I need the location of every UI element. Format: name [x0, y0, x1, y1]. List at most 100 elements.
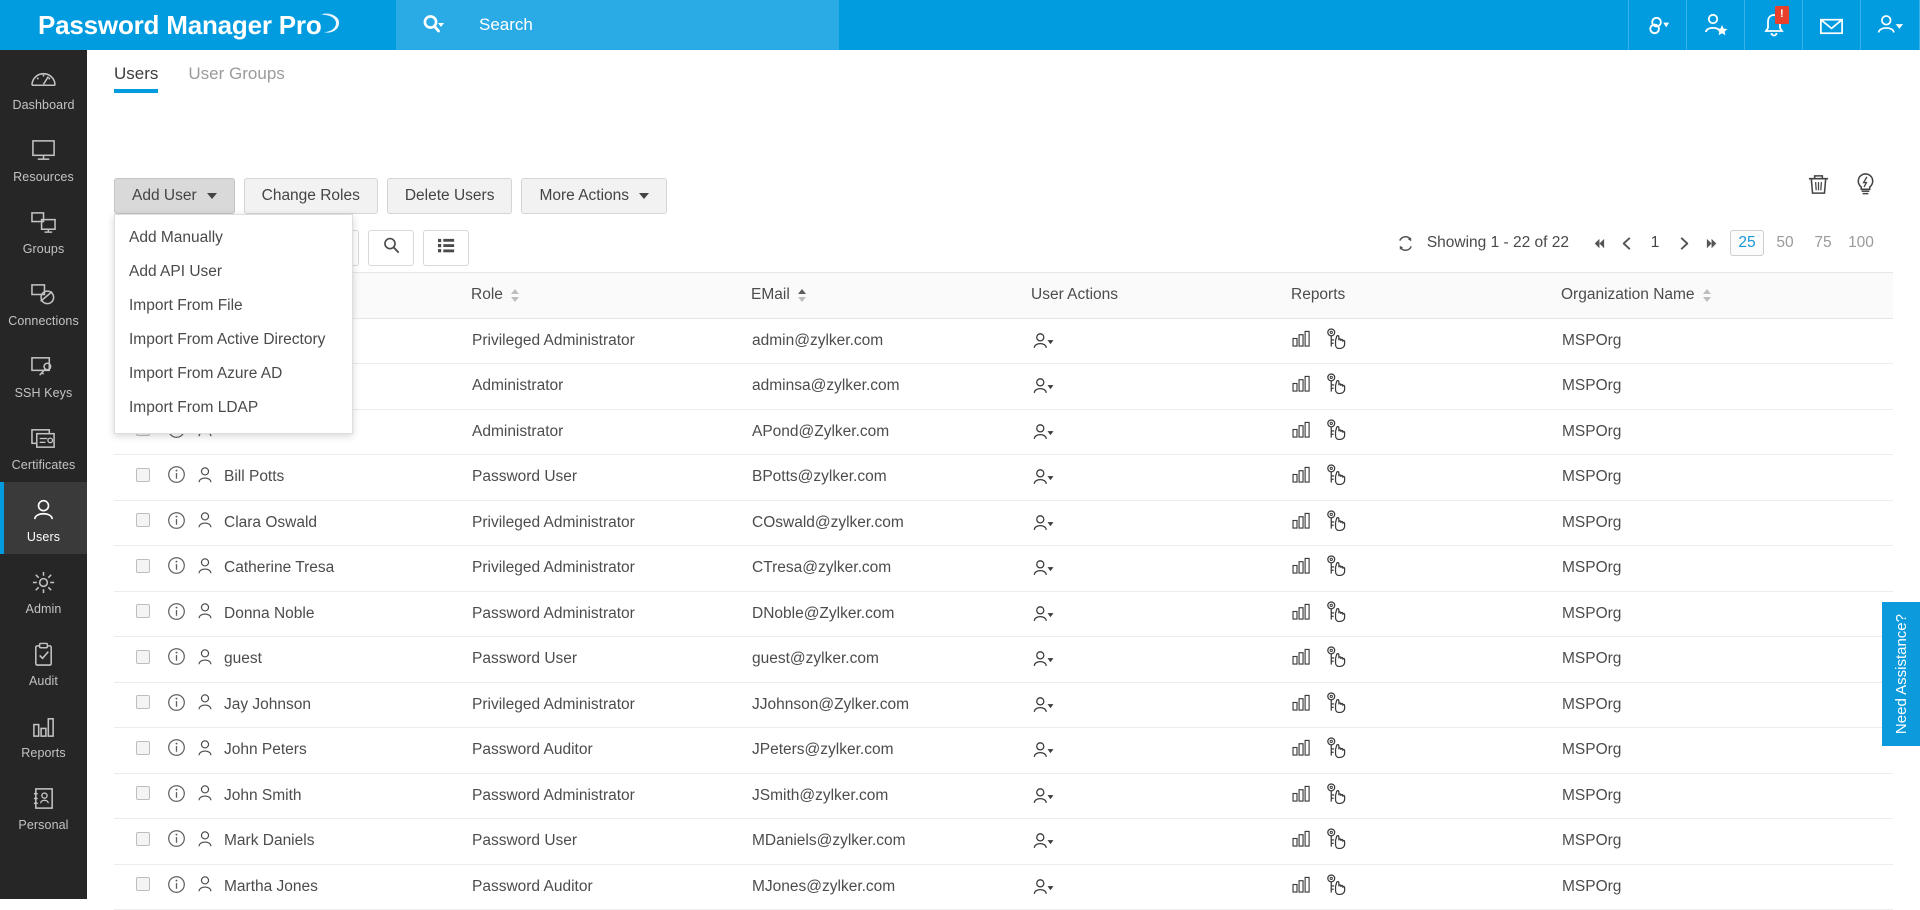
row-reports-cell[interactable]: [1291, 318, 1561, 364]
table-row[interactable]: John Smith Password Administrator JSmith@z…: [114, 773, 1893, 819]
row-user-actions-cell[interactable]: [1031, 318, 1291, 364]
table-row[interactable]: Bill Potts Password User BPotts@zylker.com…: [114, 454, 1893, 501]
report-barchart-icon[interactable]: [1292, 375, 1312, 397]
row-reports-cell[interactable]: [1291, 727, 1561, 774]
row-select-cell[interactable]: [114, 454, 166, 501]
page-size-50[interactable]: 50: [1776, 234, 1794, 251]
user-actions-dropdown-icon[interactable]: [1032, 786, 1290, 806]
info-icon[interactable]: [167, 556, 186, 580]
table-row[interactable]: Catherine Tresa Privileged Administrator C…: [114, 545, 1893, 592]
info-icon[interactable]: [167, 829, 186, 853]
app-logo[interactable]: Password Manager Pro: [0, 0, 396, 50]
password-access-key-icon[interactable]: [1324, 373, 1349, 399]
row-reports-cell[interactable]: [1291, 545, 1561, 592]
info-icon[interactable]: [167, 738, 186, 762]
row-select-cell[interactable]: [114, 727, 166, 774]
password-access-key-icon[interactable]: [1324, 328, 1349, 354]
prev-page-button[interactable]: [1612, 236, 1640, 251]
row-checkbox[interactable]: [136, 877, 150, 892]
row-select-cell[interactable]: [114, 545, 166, 592]
menu-item-add-manually[interactable]: Add Manually: [129, 229, 223, 246]
table-row[interactable]: Mark Daniels Password User MDaniels@zylker…: [114, 818, 1893, 865]
row-reports-cell[interactable]: [1291, 591, 1561, 637]
user-name[interactable]: Clara Oswald: [224, 513, 318, 531]
sidebar-item-personal[interactable]: Personal: [0, 770, 87, 842]
user-name[interactable]: Bill Potts: [224, 468, 285, 486]
user-actions-dropdown-icon[interactable]: [1032, 558, 1290, 578]
report-barchart-icon[interactable]: [1292, 648, 1312, 670]
row-checkbox[interactable]: [136, 786, 150, 801]
tab-users[interactable]: Users: [114, 64, 159, 93]
row-select-cell[interactable]: [114, 818, 166, 865]
th-role[interactable]: Role: [471, 273, 751, 319]
row-reports-cell[interactable]: [1291, 409, 1561, 455]
password-access-key-icon[interactable]: [1324, 419, 1349, 445]
sidebar-item-users[interactable]: Users: [0, 482, 87, 554]
delete-users-button[interactable]: Delete Users: [386, 178, 513, 214]
bell-icon[interactable]: !: [1744, 0, 1802, 50]
report-barchart-icon[interactable]: [1292, 785, 1312, 807]
first-page-button[interactable]: [1584, 236, 1612, 251]
row-checkbox[interactable]: [136, 558, 150, 573]
row-user-actions-cell[interactable]: [1031, 363, 1291, 410]
refresh-icon[interactable]: [1396, 234, 1415, 253]
table-row[interactable]: John Peters Password Auditor JPeters@zylke…: [114, 727, 1893, 774]
row-reports-cell[interactable]: [1291, 818, 1561, 865]
row-checkbox[interactable]: [136, 831, 150, 846]
report-barchart-icon[interactable]: [1292, 830, 1312, 852]
table-row[interactable]: Jay Johnson Privileged Administrator JJohn…: [114, 682, 1893, 728]
sidebar-item-ssh-keys[interactable]: SSH Keys: [0, 338, 87, 410]
row-checkbox[interactable]: [136, 649, 150, 664]
row-user-actions-cell[interactable]: [1031, 864, 1291, 910]
sidebar-item-admin[interactable]: Admin: [0, 554, 87, 626]
user-name[interactable]: Martha Jones: [224, 877, 318, 895]
row-checkbox[interactable]: [136, 740, 150, 755]
menu-item-import-from-azure-ad[interactable]: Import From Azure AD: [129, 365, 283, 382]
row-reports-cell[interactable]: [1291, 864, 1561, 910]
info-icon[interactable]: [167, 784, 186, 808]
user-actions-dropdown-icon[interactable]: [1032, 649, 1290, 669]
info-icon[interactable]: [167, 465, 186, 489]
user-actions-dropdown-icon[interactable]: [1032, 740, 1290, 760]
link-chain-icon[interactable]: [1628, 0, 1686, 50]
user-name[interactable]: guest: [224, 650, 262, 668]
report-barchart-icon[interactable]: [1292, 421, 1312, 443]
user-actions-dropdown-icon[interactable]: [1032, 513, 1290, 533]
table-row[interactable]: Administrator APond@Zylker.com MSPOrg: [114, 409, 1893, 455]
search-input[interactable]: Search: [479, 15, 533, 34]
user-name[interactable]: Jay Johnson: [224, 695, 312, 713]
row-reports-cell[interactable]: [1291, 682, 1561, 728]
info-icon[interactable]: [167, 875, 186, 899]
page-size-25[interactable]: 25: [1730, 230, 1764, 256]
sidebar-item-audit[interactable]: Audit: [0, 626, 87, 698]
password-access-key-icon[interactable]: [1324, 783, 1349, 809]
page-size-75[interactable]: 75: [1814, 234, 1832, 251]
report-barchart-icon[interactable]: [1292, 512, 1312, 534]
sort-asc-icon[interactable]: [797, 288, 807, 303]
report-barchart-icon[interactable]: [1292, 557, 1312, 579]
mail-icon[interactable]: [1802, 0, 1860, 50]
sidebar-item-groups[interactable]: Groups: [0, 194, 87, 266]
user-name[interactable]: Mark Daniels: [224, 832, 315, 850]
user-actions-dropdown-icon[interactable]: [1032, 604, 1290, 624]
password-access-key-icon[interactable]: [1324, 874, 1349, 900]
lightbulb-icon[interactable]: [1853, 172, 1878, 197]
password-access-key-icon[interactable]: [1324, 510, 1349, 536]
menu-item-import-from-ldap[interactable]: Import From LDAP: [129, 399, 259, 416]
row-select-cell[interactable]: [114, 864, 166, 910]
row-user-actions-cell[interactable]: [1031, 454, 1291, 501]
sidebar-item-certificates[interactable]: Certificates: [0, 410, 87, 482]
row-select-cell[interactable]: [114, 773, 166, 819]
password-access-key-icon[interactable]: [1324, 828, 1349, 854]
row-reports-cell[interactable]: [1291, 454, 1561, 501]
user-name[interactable]: Donna Noble: [224, 604, 315, 622]
table-row[interactable]: Clara Oswald Privileged Administrator COsw…: [114, 500, 1893, 546]
row-user-actions-cell[interactable]: [1031, 727, 1291, 774]
user-account-icon[interactable]: [1860, 0, 1920, 50]
row-checkbox[interactable]: [136, 513, 150, 528]
change-roles-button[interactable]: Change Roles: [243, 178, 378, 214]
page-size-100[interactable]: 100: [1848, 234, 1874, 251]
report-barchart-icon[interactable]: [1292, 466, 1312, 488]
row-reports-cell[interactable]: [1291, 636, 1561, 683]
add-user-button[interactable]: Add User: [114, 178, 235, 214]
